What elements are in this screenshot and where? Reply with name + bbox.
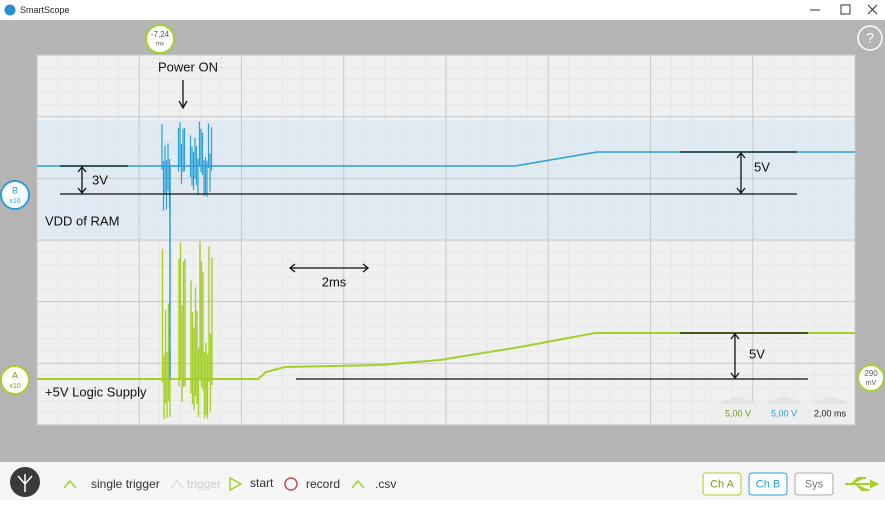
trigger-level[interactable] — [857, 364, 885, 392]
traces — [37, 121, 855, 420]
help-label: ? — [866, 30, 874, 46]
annotation: +5V Logic Supply — [45, 384, 147, 399]
tab[interactable] — [748, 472, 788, 496]
trigger-icon — [170, 479, 184, 489]
app-icon — [4, 4, 16, 16]
annotation: 2ms — [322, 274, 347, 289]
window-title: SmartScope — [20, 5, 70, 15]
start-icon — [229, 476, 243, 492]
annotation: 3V — [92, 172, 108, 187]
tab-label: Ch B — [756, 478, 780, 490]
tab[interactable] — [794, 472, 834, 496]
annotation: VDD of RAM — [45, 213, 119, 228]
time-marker[interactable] — [145, 24, 175, 54]
double-arrow — [288, 263, 370, 273]
readout — [763, 404, 805, 424]
channel-b-offset[interactable] — [0, 180, 30, 210]
readout-arrow — [718, 396, 758, 404]
readout-arrow — [764, 396, 804, 404]
tab-label: Ch A — [710, 478, 735, 490]
usb-icon — [845, 477, 880, 491]
channel-name: A — [12, 370, 18, 380]
logo-mark — [17, 474, 33, 492]
channel-gain: x10 — [9, 198, 20, 205]
readout — [809, 404, 851, 424]
tab-label: Sys — [805, 478, 824, 490]
time-marker-unit: ms — [156, 42, 164, 48]
channel-name: B — [12, 185, 18, 195]
annotation: 5V — [749, 346, 765, 361]
readouts: 5,00 V 5,00 V 2,00 ms — [717, 396, 851, 424]
toolbar-button[interactable]: .csv — [375, 477, 396, 491]
annotation-labels: Power ON 3V 5V VDD of RAM 2ms 5V +5V Log… — [45, 59, 770, 399]
toolbar-button[interactable]: start — [250, 476, 274, 490]
channel-a-trace — [37, 332, 855, 380]
annotation: Power ON — [158, 59, 218, 74]
readout-arrow — [810, 396, 850, 404]
toolbar-items: single trigger trigger start record .csv — [91, 476, 396, 491]
annotation: 5V — [754, 159, 770, 174]
double-arrow — [736, 151, 746, 195]
toolbar-button[interactable]: trigger — [187, 477, 221, 491]
arrow-head — [178, 100, 188, 110]
csv-icon — [351, 479, 365, 489]
readout-value: 5,00 V — [725, 408, 751, 418]
tab[interactable] — [702, 472, 742, 496]
trigger-level-unit: mV — [866, 380, 877, 387]
toolbar-button[interactable]: single trigger — [91, 477, 160, 491]
readout — [717, 404, 759, 424]
double-arrow — [77, 165, 87, 195]
toolbar-button[interactable]: record — [306, 477, 340, 491]
annotations — [60, 80, 808, 380]
single-trigger-icon — [63, 479, 77, 489]
close-button[interactable] — [867, 4, 878, 15]
readout-value: 2,00 ms — [814, 408, 847, 418]
double-arrow — [730, 332, 740, 380]
grid — [36, 54, 856, 426]
channel-a-offset[interactable] — [0, 365, 30, 395]
record-icon — [284, 477, 298, 491]
channel-gain: x10 — [9, 383, 20, 390]
maximize-button[interactable] — [840, 4, 851, 15]
help-button[interactable] — [857, 25, 883, 51]
readout-value: 5,00 V — [771, 408, 797, 418]
time-marker-value: -7,24 — [151, 30, 170, 39]
title-bar — [0, 0, 885, 20]
trigger-level-value: 290 — [864, 369, 878, 378]
